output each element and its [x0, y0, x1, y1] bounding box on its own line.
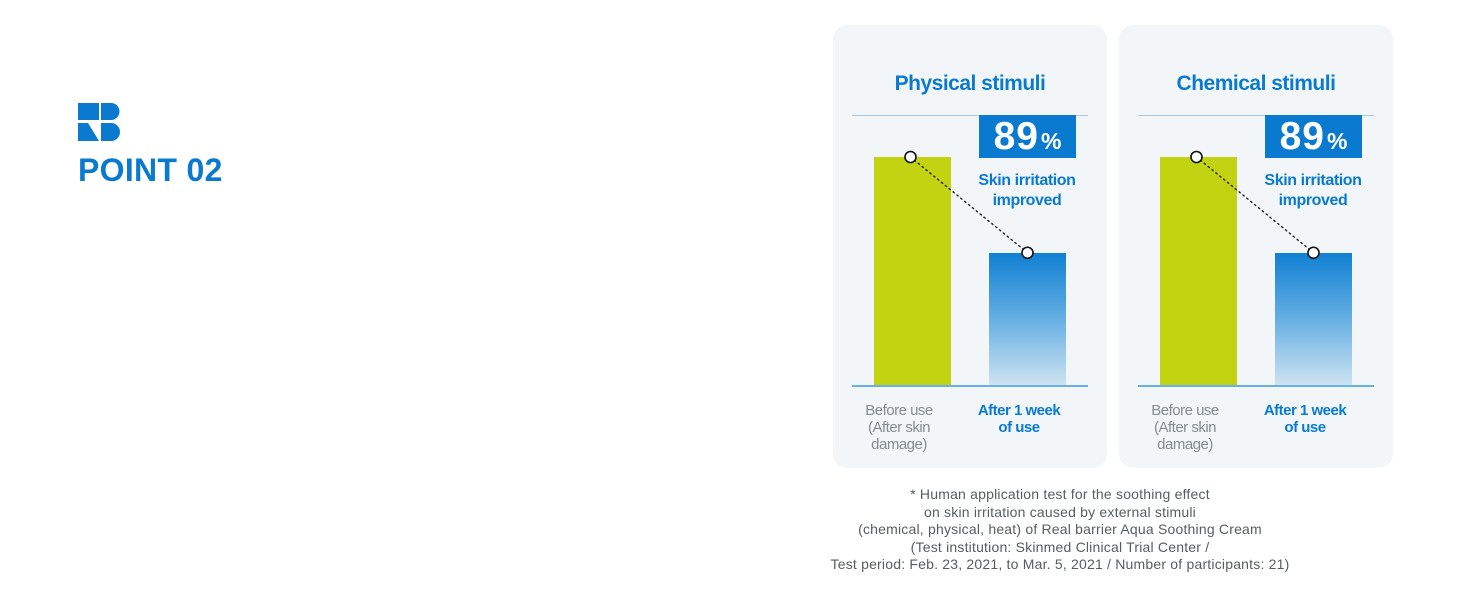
improvement-unit: %: [1326, 128, 1348, 154]
trend-line: [1190, 150, 1320, 260]
rb-brand-logo-icon: [78, 103, 120, 141]
title-divider: [852, 115, 1088, 116]
label-line: (After skin: [1153, 419, 1217, 436]
improvement-caption: Skin irritation improved: [959, 171, 1095, 211]
label-line: Before use: [865, 402, 933, 419]
improvement-badge: 89%: [1265, 115, 1362, 158]
label-line: damage): [871, 436, 927, 453]
brand-block: [78, 103, 120, 141]
label-line: of use: [998, 419, 1040, 436]
bar-after-use: [1275, 252, 1352, 385]
improvement-value: 89: [1279, 115, 1325, 158]
point-before: [1190, 150, 1203, 164]
caption-line: improved: [1278, 192, 1348, 209]
improvement-unit: %: [1040, 128, 1062, 154]
chart-panel-chemical: Chemical stimuli 89% Skin irritation imp…: [1119, 25, 1393, 468]
label-after-use: After 1 week of use: [1247, 402, 1363, 436]
label-line: of use: [1284, 419, 1326, 436]
label-before-use: Before use (After skin damage): [1143, 402, 1227, 453]
label-line: damage): [1157, 436, 1213, 453]
point-before: [904, 150, 917, 164]
footnote-line: on skin irritation caused by external st…: [923, 503, 1196, 520]
label-line: Before use: [1151, 402, 1219, 419]
footnote-line: (Test institution: Skinmed Clinical Tria…: [910, 538, 1210, 555]
test-footnote: * Human application test for the soothin…: [790, 486, 1330, 574]
caption-line: Skin irritation: [978, 172, 1076, 189]
bar-before-use: [1160, 157, 1237, 385]
point-after: [1021, 246, 1034, 260]
caption-line: Skin irritation: [1264, 172, 1362, 189]
chart-title: Physical stimuli: [894, 72, 1046, 95]
point-after: [1307, 246, 1320, 260]
label-line: After 1 week: [1263, 402, 1347, 419]
chart-baseline: [852, 385, 1088, 387]
chart-title: Chemical stimuli: [1176, 72, 1336, 95]
footnote-line: Test period: Feb. 23, 2021, to Mar. 5, 2…: [830, 556, 1290, 572]
improvement-value: 89: [993, 115, 1039, 158]
bar-after-use: [989, 252, 1066, 385]
improvement-caption: Skin irritation improved: [1245, 171, 1381, 211]
bar-before-use: [874, 157, 951, 385]
caption-line: improved: [992, 192, 1062, 209]
trend-line: [904, 150, 1034, 260]
title-divider: [1138, 115, 1374, 116]
footnote-line: * Human application test for the soothin…: [910, 486, 1210, 502]
point-title: POINT 02: [78, 152, 223, 188]
label-after-use: After 1 week of use: [961, 402, 1077, 436]
label-before-use: Before use (After skin damage): [857, 402, 941, 453]
chart-panel-physical: Physical stimuli 89% Skin irritation imp…: [833, 25, 1107, 468]
label-line: After 1 week: [977, 402, 1061, 419]
chart-baseline: [1138, 385, 1374, 387]
improvement-badge: 89%: [979, 115, 1076, 158]
label-line: (After skin: [867, 419, 931, 436]
footnote-line: (chemical, physical, heat) of Real barri…: [858, 521, 1262, 537]
